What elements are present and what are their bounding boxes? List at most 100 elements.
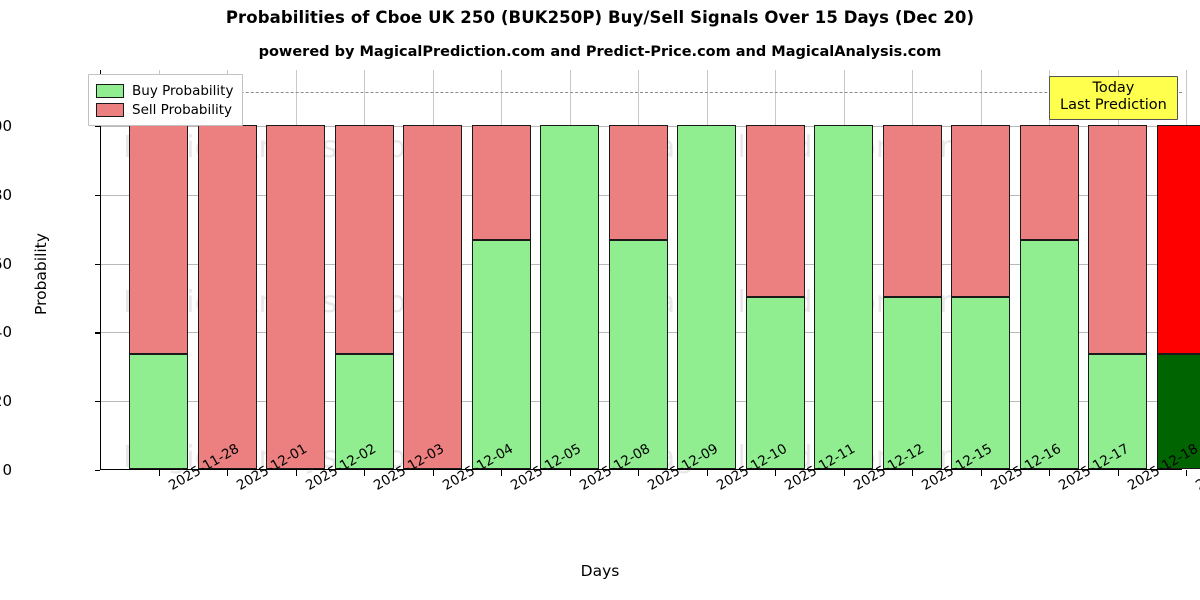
bar-2025-12-17[interactable]	[1019, 125, 1079, 469]
x-tick-mark-15	[1186, 470, 1188, 476]
bars-layer	[101, 70, 1200, 469]
bar-segment-buy[interactable]	[1019, 239, 1079, 469]
bar-2025-12-10[interactable]	[677, 125, 736, 469]
x-tick-label-2025-12-09: 2025-12-09	[645, 441, 721, 494]
chart-legend: Buy Probability Sell Probability	[88, 74, 244, 126]
bar-segment-buy[interactable]	[540, 125, 599, 469]
bar-2025-12-03[interactable]	[334, 125, 394, 469]
today-annotation-line1: Today	[1092, 80, 1135, 96]
y-tick-mark	[95, 332, 100, 334]
bar-2025-12-15[interactable]	[882, 125, 942, 469]
legend-swatch-buy-icon	[96, 83, 124, 98]
y-tick-label-0: 0	[2, 461, 12, 479]
x-tick-label-2025-12-11: 2025-12-11	[782, 441, 858, 494]
x-tick-label-2025-12-05: 2025-12-05	[508, 441, 584, 494]
x-tick-mark-14	[1117, 470, 1119, 476]
bar-segment-sell[interactable]	[1019, 125, 1079, 240]
x-tick-mark-1	[227, 470, 229, 476]
bar-segment-sell[interactable]	[334, 125, 394, 355]
reference-dashed-line	[101, 91, 1182, 93]
bar-segment-buy[interactable]	[1088, 354, 1147, 469]
bar-segment-sell[interactable]	[608, 125, 668, 240]
bar-segment-sell[interactable]	[129, 125, 188, 355]
x-tick-mark-0	[158, 470, 160, 476]
bar-segment-buy[interactable]	[677, 125, 736, 469]
bar-segment-sell[interactable]	[882, 125, 942, 297]
x-tick-mark-10	[843, 470, 845, 476]
bar-segment-buy[interactable]	[129, 354, 188, 469]
bar-segment-buy[interactable]	[745, 297, 805, 469]
x-tick-label-2025-12-01: 2025-12-01	[234, 441, 310, 494]
today-annotation: Today Last Prediction	[1049, 76, 1178, 120]
y-tick-label-20: 20	[0, 392, 12, 411]
legend-swatch-sell-icon	[96, 102, 124, 117]
x-tick-label-2025-12-02: 2025-12-02	[303, 441, 379, 494]
bar-segment-buy[interactable]	[1156, 354, 1200, 469]
chart-subtitle: powered by MagicalPrediction.com and Pre…	[258, 44, 942, 60]
bar-2025-12-09[interactable]	[608, 125, 668, 469]
y-tick-mark	[95, 401, 100, 403]
bar-2025-12-16[interactable]	[951, 125, 1010, 469]
today-annotation-line2: Last Prediction	[1060, 96, 1167, 113]
bar-segment-sell[interactable]	[403, 125, 462, 469]
bar-segment-buy[interactable]	[882, 297, 942, 469]
bar-2025-12-05[interactable]	[471, 125, 531, 469]
legend-label-buy: Buy Probability	[132, 82, 234, 99]
bar-2025-12-11[interactable]	[745, 125, 805, 469]
bar-2025-12-08[interactable]	[540, 125, 599, 469]
y-tick-label-80: 80	[0, 185, 12, 204]
bar-2025-12-04[interactable]	[403, 125, 462, 469]
x-tick-mark-13	[1049, 470, 1051, 476]
x-tick-label-2025-12-17: 2025-12-17	[1056, 441, 1132, 494]
y-tick-label-100: 100	[0, 117, 12, 135]
bar-segment-buy[interactable]	[814, 125, 873, 469]
y-tick-mark	[95, 194, 100, 197]
bar-segment-buy[interactable]	[608, 239, 668, 469]
plot-area: MagicalAnalysis.comMagicalPrediction.com…	[100, 70, 1200, 476]
x-tick-label-2025-11-28: 2025-11-28	[166, 441, 242, 494]
x-tick-layer	[101, 70, 1188, 476]
bar-segment-buy[interactable]	[471, 239, 531, 469]
x-tick-mark-9	[775, 470, 777, 476]
x-tick-mark-8	[706, 470, 708, 476]
bar-2025-12-02[interactable]	[266, 125, 325, 469]
bar-segment-sell[interactable]	[266, 125, 325, 469]
x-tick-mark-2	[295, 470, 297, 476]
x-tick-label-2025-12-08: 2025-12-08	[577, 441, 653, 494]
y-tick-label-40: 40	[0, 323, 12, 342]
legend-label-sell: Sell Probability	[132, 101, 233, 118]
y-tick-mark	[95, 470, 100, 472]
x-tick-mark-7	[638, 470, 640, 476]
y-tick-mark	[95, 263, 100, 265]
legend-item-buy: Buy Probability	[96, 81, 233, 100]
bar-segment-sell[interactable]	[1088, 125, 1147, 355]
x-tick-label-2025-12-10: 2025-12-10	[714, 441, 790, 494]
bar-segment-buy[interactable]	[951, 297, 1010, 469]
y-axis-label: Probability	[32, 233, 50, 315]
bar-2025-12-12[interactable]	[814, 125, 873, 469]
bar-segment-sell[interactable]	[951, 125, 1010, 297]
bar-segment-sell[interactable]	[1156, 125, 1200, 355]
x-tick-label-2025-12-04: 2025-12-04	[440, 441, 516, 494]
bar-2025-11-28[interactable]	[129, 125, 188, 469]
x-tick-mark-5	[501, 470, 503, 476]
legend-item-sell: Sell Probability	[96, 100, 233, 119]
y-tick-label-60: 60	[0, 254, 12, 273]
x-tick-label-2025-12-03: 2025-12-03	[371, 441, 447, 494]
x-axis-label: Days	[580, 562, 620, 580]
x-tick-mark-4	[432, 470, 434, 476]
bar-segment-sell[interactable]	[197, 125, 257, 469]
x-tick-label-2025-12-19: 2025-12-19	[1193, 441, 1200, 494]
bar-segment-sell[interactable]	[471, 125, 531, 240]
chart-title: Probabilities of Cboe UK 250 (BUK250P) B…	[225, 8, 975, 27]
bar-2025-12-01[interactable]	[197, 125, 257, 469]
bar-2025-12-19[interactable]	[1156, 125, 1200, 469]
bar-2025-12-18[interactable]	[1088, 125, 1147, 469]
x-tick-label-2025-12-12: 2025-12-12	[851, 441, 927, 494]
x-tick-mark-3	[364, 470, 366, 476]
x-tick-label-2025-12-18: 2025-12-18	[1125, 441, 1200, 494]
x-tick-label-2025-12-15: 2025-12-15	[919, 441, 995, 494]
bar-segment-buy[interactable]	[334, 354, 394, 469]
bar-segment-sell[interactable]	[745, 125, 805, 297]
